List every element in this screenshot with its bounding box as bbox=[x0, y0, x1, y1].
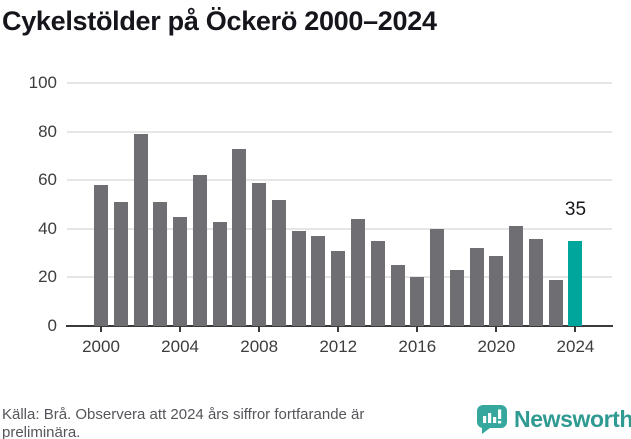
bar-2017 bbox=[430, 228, 445, 326]
bar-2002 bbox=[133, 134, 148, 326]
bar-2001 bbox=[113, 202, 128, 326]
y-tick-label-60: 60 bbox=[38, 170, 57, 190]
gridline-100 bbox=[67, 82, 612, 84]
bar-2009 bbox=[271, 199, 286, 326]
newsworthy-wordmark: Newsworthy bbox=[514, 405, 631, 432]
bar-2021 bbox=[509, 226, 524, 326]
highlight-value-label: 35 bbox=[564, 199, 587, 220]
x-tick-2004 bbox=[179, 327, 182, 332]
bar-2014 bbox=[370, 240, 385, 326]
bar-2020 bbox=[489, 255, 504, 326]
y-tick-label-40: 40 bbox=[38, 218, 57, 238]
y-tick-label-80: 80 bbox=[38, 121, 57, 141]
x-tick-2016 bbox=[416, 327, 419, 332]
chart-title: Cykelstölder på Öckerö 2000–2024 bbox=[2, 6, 437, 36]
bar-2007 bbox=[232, 148, 247, 326]
x-tick-label-2004: 2004 bbox=[161, 337, 199, 356]
bar-2006 bbox=[212, 221, 227, 326]
newsworthy-bubble-chart-icon bbox=[477, 404, 507, 434]
bar-2008 bbox=[252, 182, 267, 326]
bar-2000 bbox=[94, 185, 108, 326]
x-tick-label-2012: 2012 bbox=[319, 337, 358, 356]
bar-2011 bbox=[311, 236, 326, 326]
x-tick-2020 bbox=[495, 327, 498, 332]
x-tick-label-2024: 2024 bbox=[556, 337, 595, 356]
x-tick-label-2008: 2008 bbox=[240, 337, 279, 356]
x-tick-2012 bbox=[337, 327, 340, 332]
y-tick-label-100: 100 bbox=[28, 73, 57, 92]
y-tick-label-0: 0 bbox=[47, 316, 57, 335]
plot-area bbox=[67, 82, 612, 326]
bar-2003 bbox=[153, 202, 168, 326]
x-tick-2000 bbox=[100, 327, 102, 332]
x-tick-label-2020: 2020 bbox=[477, 337, 516, 356]
gridline-60 bbox=[67, 179, 612, 182]
bar-2004 bbox=[173, 216, 188, 326]
bar-2024 bbox=[568, 240, 583, 326]
bar-2022 bbox=[528, 238, 543, 326]
bar-2016 bbox=[410, 277, 425, 326]
x-tick-label-2016: 2016 bbox=[398, 337, 437, 356]
bar-2018 bbox=[449, 270, 464, 326]
source-note: Källa: Brå. Observera att 2024 års siffr… bbox=[2, 406, 365, 439]
bar-2015 bbox=[390, 265, 405, 326]
newsworthy-logo: Newsworthy bbox=[477, 404, 631, 434]
bar-2012 bbox=[331, 250, 346, 326]
bar-2005 bbox=[192, 175, 207, 326]
bar-2019 bbox=[469, 248, 484, 326]
bar-2010 bbox=[291, 231, 306, 326]
x-axis-line bbox=[66, 325, 613, 327]
bar-2023 bbox=[548, 279, 563, 326]
gridline-40 bbox=[67, 227, 612, 230]
x-tick-label-2000: 2000 bbox=[82, 337, 120, 356]
x-tick-2024 bbox=[574, 327, 577, 332]
bar-2013 bbox=[351, 219, 365, 326]
y-tick-label-20: 20 bbox=[38, 267, 57, 287]
gridline-80 bbox=[67, 130, 612, 133]
x-tick-2008 bbox=[258, 327, 261, 332]
